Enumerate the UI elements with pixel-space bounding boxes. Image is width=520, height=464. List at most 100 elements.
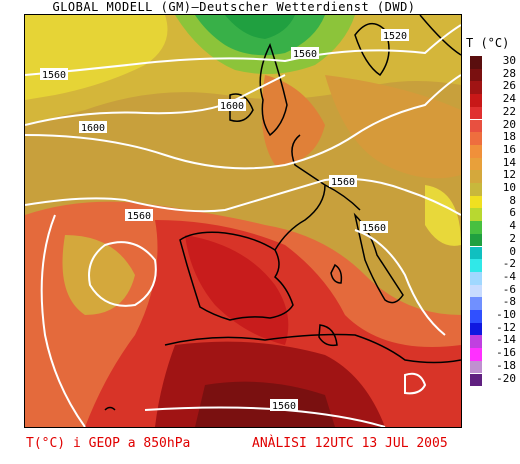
legend-entry: 20 (470, 117, 520, 133)
legend-swatch (470, 310, 482, 323)
contour-label: 1560 (293, 49, 317, 60)
footer-variable: T(°C) i GEOP a 850hPa (26, 436, 191, 451)
legend-entry: -18 (470, 358, 520, 374)
legend-entry: 12 (470, 168, 520, 183)
contour-label: 1600 (81, 123, 105, 134)
legend-label: -8 (502, 295, 516, 309)
legend-swatch (470, 157, 482, 171)
legend-label: 26 (502, 79, 516, 93)
legend-swatch (470, 335, 482, 349)
temperature-map: 1560 1520 1560 1600 1600 1560 1560 1560 … (24, 14, 462, 428)
contour-1600 (25, 74, 286, 126)
legend-swatch (470, 259, 482, 272)
legend-entry: -8 (470, 295, 520, 310)
legend-swatch (470, 106, 482, 120)
legend-label: 30 (502, 54, 516, 67)
iberia-coast (179, 231, 294, 321)
legend-swatch (470, 322, 482, 336)
legend-entry: 14 (470, 155, 520, 171)
legend-label: 10 (502, 181, 516, 194)
contour-label: 1600 (220, 101, 244, 112)
legend-swatch (470, 208, 482, 222)
map-canvas: 1560 1520 1560 1600 1600 1560 1560 1560 … (25, 15, 461, 427)
legend-entry: 10 (470, 181, 520, 196)
sardinia (318, 324, 338, 347)
legend-entry: -14 (470, 333, 520, 349)
legend-entry: 8 (470, 193, 520, 209)
legend-label: -14 (496, 333, 516, 347)
legend-label: -4 (502, 269, 516, 283)
geop-contours (25, 24, 461, 427)
legend-label: -18 (496, 358, 516, 372)
contour-west (40, 214, 86, 427)
legend-label: 4 (509, 219, 516, 233)
atlantic-cool (62, 235, 135, 315)
legend-label: 24 (502, 92, 516, 106)
contour-label: 1560 (331, 177, 355, 188)
coastlines (104, 15, 461, 411)
legend-swatch (470, 297, 482, 310)
legend-swatch (470, 119, 482, 133)
contour-label: 1560 (127, 211, 151, 222)
legend-label: -20 (496, 371, 516, 385)
baltic-coast (419, 15, 461, 56)
legend-entry: -10 (470, 308, 520, 323)
legend-label: 18 (502, 130, 516, 144)
legend-entry: 2 (470, 232, 520, 247)
legend-swatch (470, 246, 482, 260)
legend-entry: 28 (470, 67, 520, 82)
legend-entry: 16 (470, 142, 520, 158)
contour-label: 1560 (42, 70, 66, 81)
footer-date: ANÀLISI 12UTC 13 JUL 2005 (252, 436, 448, 451)
legend-swatch (470, 233, 482, 247)
contour-1600-south (25, 74, 461, 170)
orange-central-eu (325, 75, 461, 179)
legend-label: 22 (502, 104, 516, 118)
legend-swatch (470, 94, 482, 107)
legend-entry: 18 (470, 130, 520, 145)
legend-label: 14 (502, 155, 516, 169)
africa-hottest (195, 381, 335, 427)
legend-entry: 24 (470, 92, 520, 107)
legend-swatch (470, 195, 482, 209)
denmark-coast (354, 22, 390, 77)
legend-label: -10 (496, 308, 516, 321)
map-title: GLOBAL MODELL (GM)—Deutscher Wetterdiens… (52, 0, 416, 14)
legend-entry: 6 (470, 206, 520, 222)
legend-entry: 22 (470, 104, 520, 120)
legend-swatch (470, 132, 482, 145)
contour-label: 1520 (383, 31, 407, 42)
legend-label: 20 (502, 117, 516, 131)
contour-1560-loop (88, 241, 157, 307)
legend-swatch (470, 360, 482, 374)
ireland-coast (229, 93, 254, 122)
canary-islands (104, 406, 116, 411)
legend-label: 0 (509, 244, 516, 258)
legend-label: 8 (509, 193, 516, 207)
legend-swatch (470, 271, 482, 285)
contour-east (354, 229, 446, 336)
legend-swatch (470, 68, 482, 82)
legend-swatch (470, 348, 482, 361)
legend-swatch (470, 373, 482, 387)
legend-label: -16 (496, 346, 516, 360)
corsica (330, 263, 343, 284)
legend-entry: -12 (470, 320, 520, 336)
med-coast (324, 184, 361, 211)
legend-entry: -6 (470, 282, 520, 298)
legend-label: 16 (502, 142, 516, 156)
contour-label-group: 1560 1520 1560 1600 1600 1560 1560 1560 … (40, 29, 409, 412)
contour-label: 1560 (272, 401, 296, 412)
legend-label: -6 (502, 282, 516, 296)
africa-coast (164, 333, 461, 364)
legend-swatch (470, 284, 482, 298)
legend-swatch (470, 221, 482, 234)
legend-label: -12 (496, 320, 516, 334)
legend-swatch (470, 170, 482, 183)
legend-swatch (470, 183, 482, 196)
legend-entry: 26 (470, 79, 520, 95)
legend-swatch (470, 56, 482, 69)
italy-coast (353, 212, 404, 304)
legend-entry: -16 (470, 346, 520, 361)
contour-small (404, 372, 427, 395)
